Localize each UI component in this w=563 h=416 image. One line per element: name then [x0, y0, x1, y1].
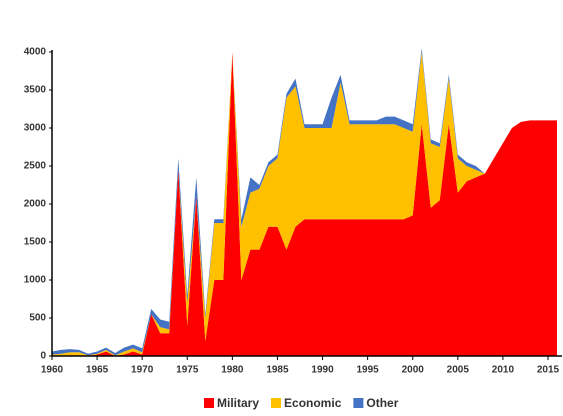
x-tick-label: 2000: [402, 365, 425, 376]
y-tick-label: 3500: [24, 85, 47, 96]
area: [52, 52, 557, 356]
area: [52, 52, 557, 356]
y-tick-label: 1500: [24, 237, 47, 248]
x-tick-label: 2010: [492, 365, 515, 376]
x-tick-label: 1990: [311, 365, 334, 376]
x-tick-label: 1980: [221, 365, 244, 376]
legend-swatch: [353, 398, 364, 408]
x-tick-label: 1975: [176, 365, 199, 376]
y-tick-label: 4000: [24, 47, 47, 58]
y-tick-label: 500: [29, 313, 46, 324]
x-tick-label: 1985: [266, 365, 289, 376]
x-tick-label: 1960: [41, 365, 64, 376]
legend-swatch: [204, 398, 214, 408]
legend-swatch: [271, 398, 282, 408]
legend-label: Military: [217, 396, 259, 410]
legend: Military Economic Other: [204, 396, 399, 410]
x-tick-label: 1965: [86, 365, 109, 376]
x-tick-label: 2005: [447, 365, 470, 376]
legend-label: Other: [366, 396, 398, 410]
y-tick-label: 3000: [24, 123, 47, 134]
legend-label: Economic: [284, 396, 342, 410]
x-tick-label: 2015: [537, 365, 560, 376]
y-tick-label: 2000: [24, 199, 47, 210]
x-tick-label: 1995: [357, 365, 380, 376]
y-tick-label: 2500: [24, 161, 47, 172]
y-tick-label: 0: [40, 351, 46, 362]
y-tick-label: 1000: [24, 275, 47, 286]
x-tick-label: 1970: [131, 365, 154, 376]
